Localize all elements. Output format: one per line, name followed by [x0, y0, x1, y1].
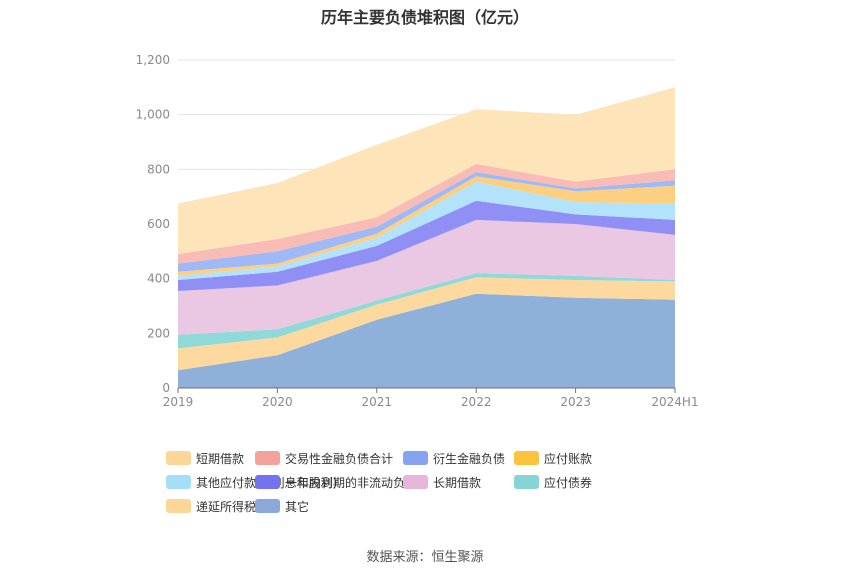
- area-series-衍生金融负债[interactable]: [178, 172, 675, 272]
- legend-label: 短期借款: [196, 451, 245, 466]
- x-tick-label: 2021: [362, 395, 393, 409]
- legend-swatch: [166, 499, 191, 513]
- x-tick-label: 2022: [461, 395, 492, 409]
- legend-item[interactable]: 长期借款: [403, 474, 481, 490]
- area-series-其他应付款(含利息和股利)[interactable]: [178, 181, 675, 280]
- legend-item[interactable]: 衍生金融负债: [403, 450, 505, 466]
- legend-item[interactable]: 应付债券: [514, 474, 592, 490]
- legend-label: 应付账款: [544, 451, 593, 466]
- y-tick-label: 800: [147, 162, 170, 176]
- x-tick-label: 2023: [560, 395, 591, 409]
- legend-swatch: [255, 499, 280, 513]
- y-tick-label: 600: [147, 217, 170, 231]
- x-tick-label: 2020: [262, 395, 293, 409]
- y-tick-label: 400: [147, 272, 170, 286]
- y-tick-label: 1,000: [136, 108, 170, 122]
- legend-item[interactable]: 短期借款: [166, 450, 244, 466]
- legend-swatch: [514, 475, 539, 489]
- legend-swatch: [514, 451, 539, 465]
- legend-swatch: [403, 451, 428, 465]
- data-source-note: 数据来源：恒生聚源: [366, 550, 484, 565]
- legend-item[interactable]: 应付账款: [514, 450, 592, 466]
- area-series-交易性金融负债合计[interactable]: [178, 163, 675, 264]
- legend-label: 一年内到期的非流动负债: [285, 475, 418, 490]
- legend-swatch: [255, 475, 280, 489]
- area-series-长期借款[interactable]: [178, 219, 675, 335]
- area-series-应付债券[interactable]: [178, 273, 675, 349]
- area-series-一年内到期的非流动负债[interactable]: [178, 200, 675, 291]
- legend-label: 其它: [285, 499, 310, 514]
- legend-item[interactable]: 其它: [255, 498, 309, 514]
- legend-label: 应付债券: [544, 475, 593, 490]
- axes: 0 200 400 600 800 1,000 1,200 2019 2020 2021 2022 2…: [136, 53, 699, 409]
- x-tick-label: 2024H1: [651, 395, 698, 409]
- legend-item[interactable]: 交易性金融负债合计: [255, 450, 393, 466]
- area-series-其它[interactable]: [178, 293, 675, 388]
- chart-title: 历年主要负债堆积图（亿元）: [320, 8, 529, 27]
- legend-swatch: [255, 451, 280, 465]
- area-series-短期借款[interactable]: [178, 87, 675, 255]
- area-series-递延所得税负债[interactable]: [178, 277, 675, 371]
- legend-swatch: [166, 475, 191, 489]
- legend-item[interactable]: 一年内到期的非流动负债: [255, 474, 417, 490]
- y-tick-label: 1,200: [136, 53, 170, 67]
- area-series-layer: [178, 87, 675, 388]
- legend-swatch: [166, 451, 191, 465]
- x-tick-label: 2019: [163, 395, 194, 409]
- legend-label: 交易性金融负债合计: [285, 451, 394, 466]
- y-tick-label: 0: [162, 381, 170, 395]
- legend-swatch: [403, 475, 428, 489]
- y-tick-label: 200: [147, 326, 170, 340]
- legend-label: 长期借款: [433, 475, 482, 490]
- legend-label: 衍生金融负债: [433, 451, 506, 466]
